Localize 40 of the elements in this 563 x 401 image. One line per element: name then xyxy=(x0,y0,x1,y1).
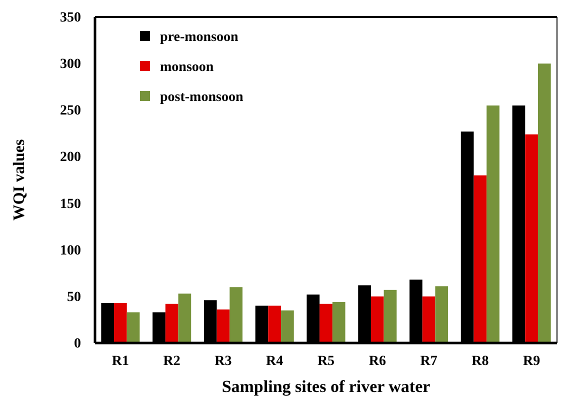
bar xyxy=(216,309,230,343)
x-tick-label: R7 xyxy=(420,354,438,369)
bar xyxy=(281,310,294,343)
bar xyxy=(474,175,487,343)
x-tick-label: R5 xyxy=(317,354,335,369)
bar xyxy=(178,294,192,343)
y-tick-label: 50 xyxy=(67,290,81,305)
x-tick-label: R2 xyxy=(163,354,180,369)
bar xyxy=(370,296,384,343)
bar xyxy=(538,64,551,343)
y-axis-title: WQI values xyxy=(11,139,28,221)
x-tick-label: R3 xyxy=(214,354,232,369)
x-axis-title: Sampling sites of river water xyxy=(222,377,431,396)
x-tick-label: R4 xyxy=(266,354,284,369)
x-tick-label: R8 xyxy=(472,354,489,369)
y-tick-label: 0 xyxy=(74,336,81,352)
bar xyxy=(486,105,500,343)
y-tick-label: 300 xyxy=(60,57,81,72)
bar xyxy=(126,312,140,343)
bar xyxy=(384,290,397,343)
x-tick-label: R1 xyxy=(112,354,129,369)
y-tick-label: 200 xyxy=(60,150,81,166)
y-tick-label: 150 xyxy=(60,196,81,212)
bar xyxy=(114,302,127,343)
legend-label: post-monsoon xyxy=(160,90,244,105)
bar xyxy=(332,302,346,343)
bar xyxy=(230,287,242,343)
y-tick-label: 350 xyxy=(60,10,81,26)
x-tick-label: R6 xyxy=(368,354,386,369)
bar xyxy=(268,306,282,343)
bar xyxy=(320,304,332,343)
bar xyxy=(422,296,436,343)
x-tick-label: R9 xyxy=(523,354,540,369)
legend-label: monsoon xyxy=(160,60,214,75)
y-tick-label: 100 xyxy=(60,243,81,258)
bar xyxy=(435,286,448,343)
bar xyxy=(525,134,538,343)
y-tick-label: 250 xyxy=(60,104,81,119)
bar xyxy=(165,304,178,343)
legend-label: pre-monsoon xyxy=(160,30,239,45)
